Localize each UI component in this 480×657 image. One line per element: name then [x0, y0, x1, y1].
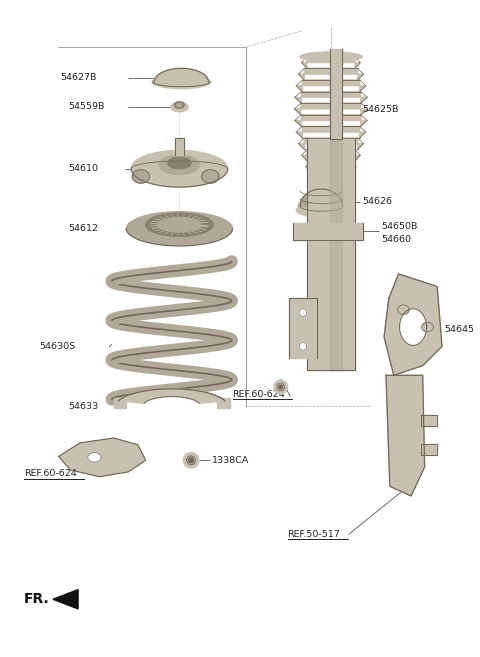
Text: 54612: 54612 [69, 224, 98, 233]
Polygon shape [296, 126, 366, 138]
Text: 54610: 54610 [69, 164, 98, 173]
Ellipse shape [422, 322, 433, 332]
Text: 54626: 54626 [362, 197, 392, 206]
Ellipse shape [296, 204, 347, 217]
Ellipse shape [397, 305, 409, 315]
Polygon shape [119, 389, 225, 403]
Ellipse shape [145, 213, 213, 237]
Polygon shape [114, 399, 126, 408]
Ellipse shape [126, 212, 232, 246]
Ellipse shape [274, 380, 288, 394]
Polygon shape [294, 103, 368, 115]
Text: 54660: 54660 [381, 235, 411, 244]
Ellipse shape [131, 150, 228, 187]
Ellipse shape [158, 217, 201, 232]
Polygon shape [307, 139, 355, 371]
Ellipse shape [132, 170, 149, 183]
Polygon shape [299, 138, 363, 149]
Ellipse shape [153, 75, 210, 89]
Polygon shape [306, 161, 356, 173]
Ellipse shape [300, 52, 362, 62]
Ellipse shape [168, 157, 191, 169]
Polygon shape [217, 399, 229, 408]
Polygon shape [59, 438, 145, 477]
Text: 54625B: 54625B [362, 105, 398, 114]
Polygon shape [299, 68, 363, 80]
Text: REF.60-624: REF.60-624 [24, 469, 77, 478]
Polygon shape [330, 49, 342, 139]
Polygon shape [302, 149, 360, 161]
Ellipse shape [202, 170, 219, 183]
Text: 54645: 54645 [444, 325, 474, 334]
Ellipse shape [88, 453, 101, 462]
Ellipse shape [177, 103, 182, 107]
Ellipse shape [299, 309, 307, 317]
Ellipse shape [159, 155, 200, 175]
Polygon shape [300, 189, 343, 206]
Text: FR.: FR. [24, 592, 50, 606]
Text: 54650B: 54650B [381, 222, 418, 231]
Text: 54630S: 54630S [39, 342, 75, 351]
Polygon shape [421, 415, 437, 426]
Polygon shape [302, 57, 360, 68]
Ellipse shape [299, 342, 307, 350]
Polygon shape [330, 139, 342, 371]
Text: 54627B: 54627B [60, 74, 97, 83]
Ellipse shape [399, 309, 427, 346]
Polygon shape [293, 223, 363, 240]
Ellipse shape [153, 77, 210, 87]
Polygon shape [386, 375, 425, 496]
Ellipse shape [183, 453, 199, 468]
Ellipse shape [175, 102, 184, 108]
Polygon shape [175, 138, 184, 155]
Ellipse shape [298, 196, 345, 217]
Polygon shape [421, 444, 437, 455]
Text: REF.60-624: REF.60-624 [232, 390, 285, 399]
Polygon shape [289, 298, 316, 358]
Polygon shape [296, 80, 366, 91]
Polygon shape [155, 68, 208, 82]
Ellipse shape [171, 102, 188, 112]
Ellipse shape [189, 458, 193, 463]
Text: 1338CA: 1338CA [212, 456, 250, 464]
Polygon shape [295, 115, 367, 126]
Polygon shape [53, 589, 78, 609]
Polygon shape [295, 91, 367, 103]
Text: 54633: 54633 [69, 401, 99, 411]
Ellipse shape [279, 385, 283, 389]
Polygon shape [384, 274, 442, 375]
Text: REF.50-517: REF.50-517 [288, 530, 340, 539]
Ellipse shape [310, 169, 352, 177]
Text: 54559B: 54559B [69, 102, 105, 112]
